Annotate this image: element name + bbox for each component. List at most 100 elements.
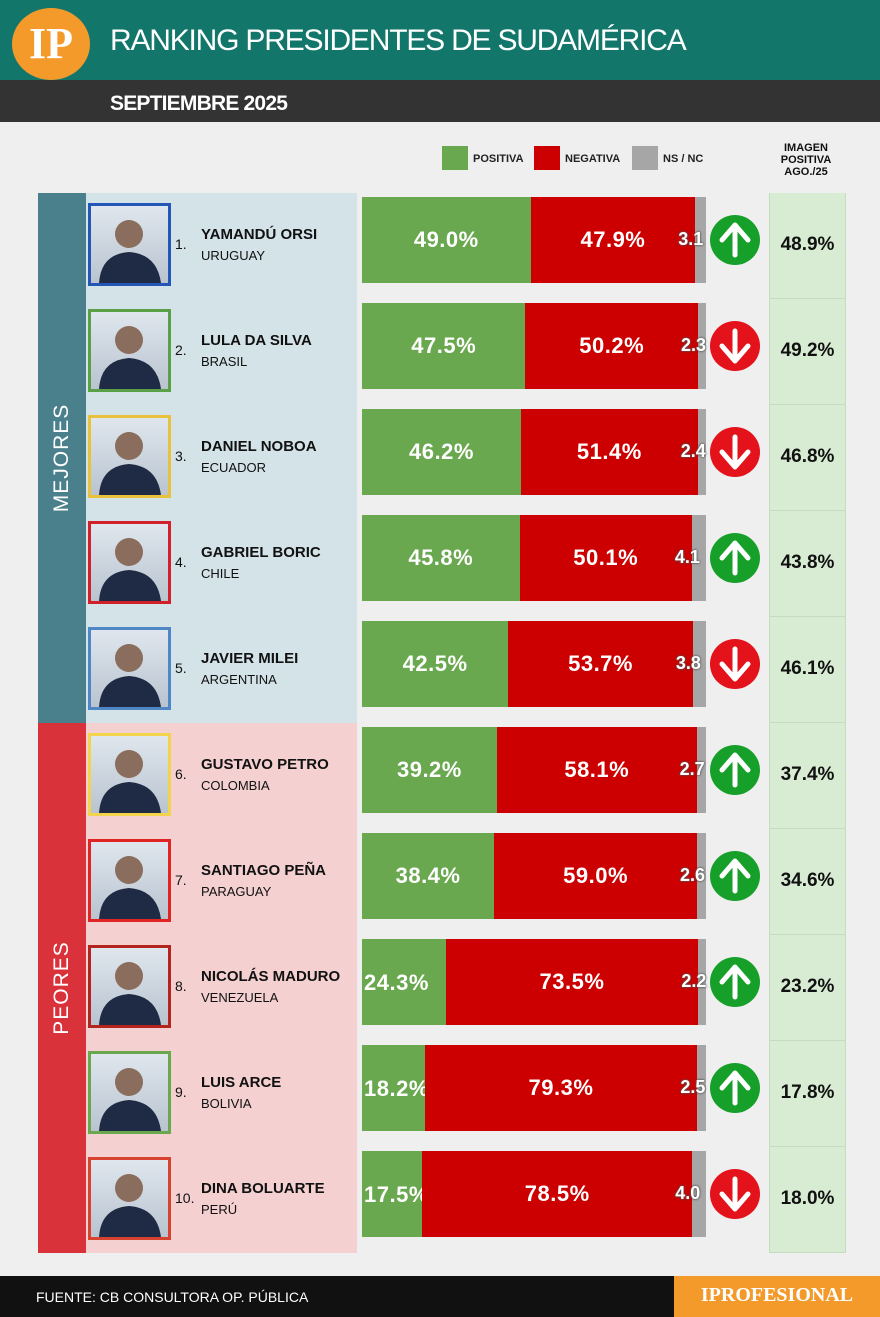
country: COLOMBIA [201, 778, 270, 793]
previous-cell [769, 829, 846, 935]
trend-arrow [710, 851, 760, 901]
previous-cell [769, 299, 846, 405]
country: URUGUAY [201, 248, 266, 263]
previous-value: 17.8% [780, 1082, 835, 1103]
value-label: 78.5% [524, 1181, 590, 1206]
arrow-up [719, 1070, 751, 1106]
value-label: 2.2 [681, 971, 707, 991]
value-label: 2.3 [681, 335, 707, 355]
rank: 10. [175, 1190, 195, 1206]
bar-segment [697, 409, 706, 495]
previous-cell [769, 617, 846, 723]
photo [88, 521, 171, 604]
silhouette [99, 750, 161, 813]
photo [88, 733, 171, 816]
bar-segment [520, 409, 698, 495]
bar-segment [362, 303, 526, 389]
previous-cell [769, 1147, 846, 1253]
subtitle: SEPTIEMBRE 2025 [110, 92, 288, 115]
photo [88, 627, 171, 710]
bar-segment [362, 727, 497, 813]
silhouette [99, 220, 161, 283]
title: RANKING PRESIDENTES DE SUDAMÉRICA [110, 24, 687, 57]
legend-label: NEGATIVA [565, 153, 621, 165]
trend-arrow [710, 1169, 760, 1219]
value-label: 47.9% [580, 227, 646, 252]
source: FUENTE: CB CONSULTORA OP. PÚBLICA [36, 1289, 309, 1305]
previous-value: 49.2% [780, 340, 835, 361]
silhouette [99, 644, 161, 707]
value-label: 53.7% [568, 651, 633, 676]
legend-label: NS / NC [663, 153, 704, 165]
value-label: 3.1 [678, 229, 704, 249]
photo [88, 839, 171, 922]
bar-segment [362, 197, 531, 283]
value-label: 3.8 [675, 653, 701, 673]
group-band [38, 193, 86, 723]
bar-segment [691, 515, 706, 601]
country: ARGENTINA [201, 672, 277, 687]
value-label: 45.8% [408, 545, 474, 570]
name: LULA DA SILVA [201, 332, 312, 349]
photo [88, 1051, 171, 1134]
value-label: 2.6 [680, 865, 706, 885]
country: BRASIL [201, 354, 248, 369]
previous-cell [769, 405, 846, 511]
photo [88, 945, 171, 1028]
arrow-down [719, 328, 751, 364]
bar-segment [696, 727, 706, 813]
legend-swatch [632, 146, 658, 170]
arrow-up [719, 964, 751, 1000]
previous-cell [769, 1041, 846, 1147]
arrow-down [719, 646, 751, 682]
photo [88, 309, 171, 392]
name: DINA BOLUARTE [201, 1180, 325, 1197]
bar-segment [525, 303, 699, 389]
previous-value: 46.8% [780, 446, 835, 467]
value-label: 38.4% [395, 863, 461, 888]
country: ECUADOR [201, 460, 267, 475]
legend-swatch [442, 146, 468, 170]
bar-segment [508, 621, 693, 707]
trend-arrow [710, 957, 760, 1007]
previous-header: IMAGEN POSITIVA AGO./25 [780, 142, 832, 178]
bar-segment [422, 1151, 693, 1237]
rank: 9. [175, 1084, 187, 1100]
previous-value: 34.6% [780, 870, 835, 891]
bar-segment [698, 939, 706, 1025]
arrow-up [719, 222, 751, 258]
arrow-up [719, 540, 751, 576]
trend-arrow [710, 215, 760, 265]
previous-cell [769, 935, 846, 1041]
name: SANTIAGO PEÑA [201, 862, 327, 879]
previous-value: 18.0% [780, 1188, 835, 1209]
name: GUSTAVO PETRO [201, 756, 329, 773]
bar-segment [362, 621, 509, 707]
value-label: 4.0 [675, 1183, 701, 1203]
value-label: 17.5% [364, 1182, 429, 1207]
group-label: PEORES [50, 941, 73, 1035]
bar-segment [362, 939, 446, 1025]
country: PERÚ [201, 1202, 238, 1217]
value-label: 79.3% [528, 1075, 594, 1100]
trend-arrow [710, 1063, 760, 1113]
trend-arrow [710, 639, 760, 689]
previous-cell [769, 723, 846, 829]
arrow-up [719, 752, 751, 788]
legend-label: POSITIVA [473, 153, 524, 165]
previous-value: 23.2% [780, 976, 835, 997]
country: PARAGUAY [201, 884, 272, 899]
bar-segment [519, 515, 692, 601]
name: JAVIER MILEI [201, 650, 299, 667]
value-label: 58.1% [564, 757, 630, 782]
legend-swatch [534, 146, 560, 170]
country: CHILE [201, 566, 240, 581]
silhouette [99, 1068, 161, 1131]
rank: 7. [175, 872, 187, 888]
trend-arrow [710, 745, 760, 795]
silhouette [99, 326, 161, 389]
silhouette [99, 856, 161, 919]
bar-segment [362, 1151, 423, 1237]
value-label: 2.4 [680, 441, 706, 461]
